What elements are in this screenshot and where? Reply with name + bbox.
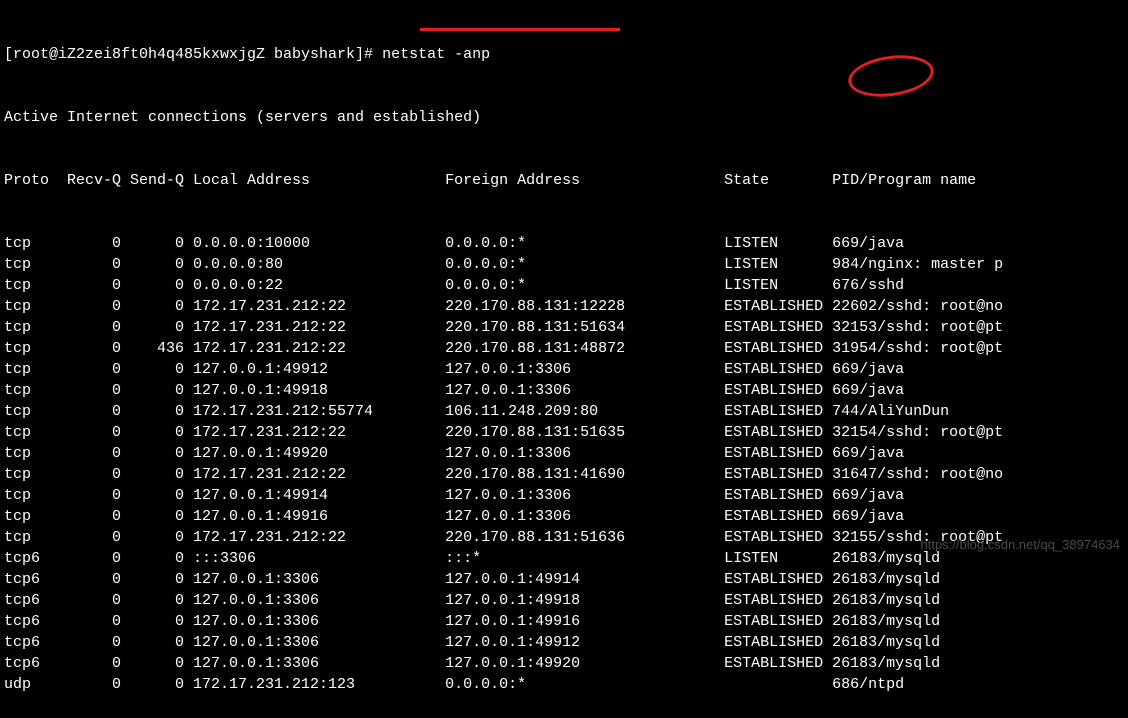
shell-prompt: [root@iZ2zei8ft0h4q485kxwxjgZ babyshark]… — [4, 46, 382, 63]
netstat-row: tcp 0 0 172.17.231.212:22 220.170.88.131… — [4, 464, 1124, 485]
watermark-text: https://blog.csdn.net/qq_38974634 — [921, 536, 1121, 554]
netstat-row: tcp 0 0 127.0.0.1:49914 127.0.0.1:3306 E… — [4, 485, 1124, 506]
netstat-row: tcp 0 0 127.0.0.1:49920 127.0.0.1:3306 E… — [4, 443, 1124, 464]
annotation-underline — [420, 28, 620, 31]
netstat-row: tcp6 0 0 127.0.0.1:3306 127.0.0.1:49918 … — [4, 590, 1124, 611]
terminal-output: [root@iZ2zei8ft0h4q485kxwxjgZ babyshark]… — [0, 0, 1128, 718]
prompt-line[interactable]: [root@iZ2zei8ft0h4q485kxwxjgZ babyshark]… — [4, 44, 1124, 65]
netstat-row: udp 0 0 172.17.231.212:123 0.0.0.0:* 686… — [4, 674, 1124, 695]
netstat-row: tcp 0 0 127.0.0.1:49912 127.0.0.1:3306 E… — [4, 359, 1124, 380]
header-connections: Active Internet connections (servers and… — [4, 107, 1124, 128]
netstat-row: tcp 0 0 0.0.0.0:22 0.0.0.0:* LISTEN 676/… — [4, 275, 1124, 296]
rows-container: tcp 0 0 0.0.0.0:10000 0.0.0.0:* LISTEN 6… — [4, 233, 1124, 695]
netstat-row: tcp 0 0 0.0.0.0:10000 0.0.0.0:* LISTEN 6… — [4, 233, 1124, 254]
netstat-row: tcp 0 0 127.0.0.1:49916 127.0.0.1:3306 E… — [4, 506, 1124, 527]
netstat-row: tcp6 0 0 127.0.0.1:3306 127.0.0.1:49920 … — [4, 653, 1124, 674]
command-text: netstat -anp — [382, 46, 490, 63]
netstat-row: tcp 0 0 0.0.0.0:80 0.0.0.0:* LISTEN 984/… — [4, 254, 1124, 275]
netstat-row: tcp6 0 0 127.0.0.1:3306 127.0.0.1:49916 … — [4, 611, 1124, 632]
netstat-row: tcp 0 0 172.17.231.212:22 220.170.88.131… — [4, 296, 1124, 317]
netstat-row: tcp 0 436 172.17.231.212:22 220.170.88.1… — [4, 338, 1124, 359]
column-header: Proto Recv-Q Send-Q Local Address Foreig… — [4, 170, 1124, 191]
netstat-row: tcp 0 0 172.17.231.212:22 220.170.88.131… — [4, 317, 1124, 338]
netstat-row: tcp 0 0 127.0.0.1:49918 127.0.0.1:3306 E… — [4, 380, 1124, 401]
netstat-row: tcp6 0 0 127.0.0.1:3306 127.0.0.1:49912 … — [4, 632, 1124, 653]
netstat-row: tcp6 0 0 127.0.0.1:3306 127.0.0.1:49914 … — [4, 569, 1124, 590]
netstat-row: tcp 0 0 172.17.231.212:55774 106.11.248.… — [4, 401, 1124, 422]
netstat-row: tcp 0 0 172.17.231.212:22 220.170.88.131… — [4, 422, 1124, 443]
